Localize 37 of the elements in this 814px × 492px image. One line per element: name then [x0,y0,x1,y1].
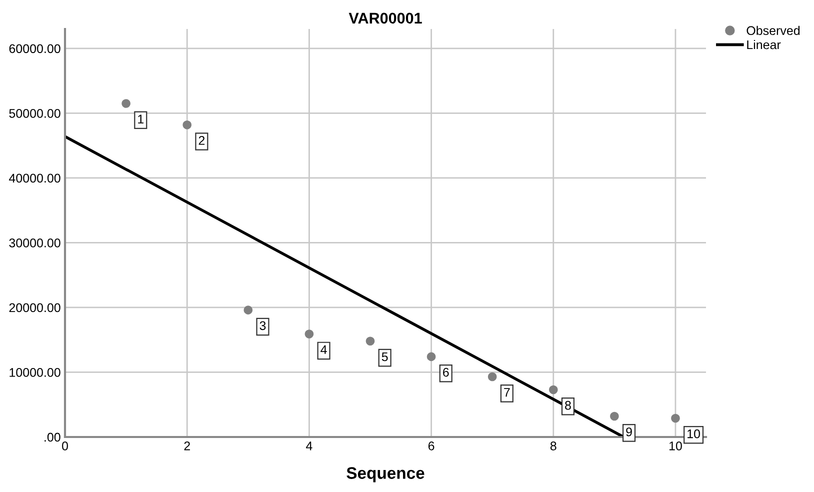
y-tick-label: 30000.00 [9,238,60,248]
x-tick-label: 2 [184,441,190,450]
y-tick-label: .00 [44,432,60,442]
annotation: 10 [688,429,700,438]
x-tick-label: 10 [669,441,682,450]
y-tick-label: 40000.00 [8,174,60,183]
x-tick-label: 6 [428,441,434,450]
y-tick-label: 10000.00 [10,368,60,377]
annotation: 4 [320,345,327,354]
y-tick-label: 20000.00 [9,303,60,312]
point [426,352,436,362]
y-tick-label: 50000.00 [9,108,60,118]
point [488,372,497,382]
legend-label: Observed [746,26,800,36]
x-axis-title: Sequence [346,467,424,482]
annotation: 3 [260,321,266,330]
point [610,412,619,421]
point [548,385,558,394]
point [671,414,680,423]
annotation: 6 [443,368,449,377]
annotation: 1 [138,114,144,124]
point [366,336,375,346]
annotation: 5 [382,352,388,362]
y-tick-label: 60000.00 [9,44,60,54]
x-tick-label: 8 [550,441,556,450]
annotation: 7 [504,388,510,397]
x-tick-label: 4 [306,442,312,450]
chart-title: VAR00001 [348,12,422,24]
annotation: 8 [565,400,571,410]
point [304,330,314,338]
annotation: 9 [626,427,632,436]
annotation: 2 [198,136,205,145]
point [122,99,130,108]
point [244,306,253,314]
legend-label: Linear [747,40,781,50]
point [182,120,192,130]
x-tick-label: 0 [62,441,68,450]
